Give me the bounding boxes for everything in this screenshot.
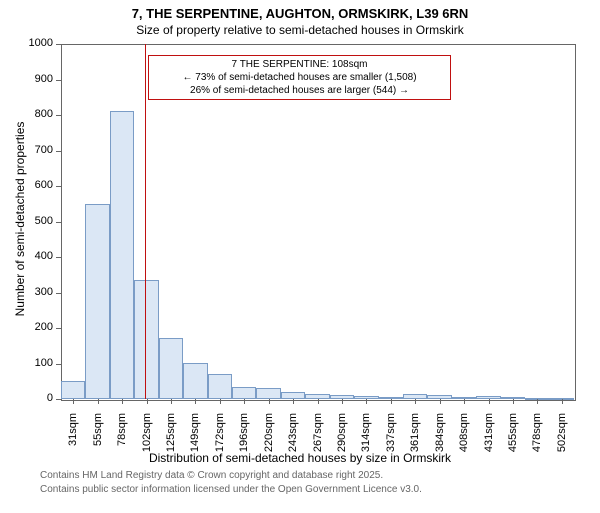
chart-subtitle: Size of property relative to semi-detach… [0, 23, 600, 37]
marker-line [145, 44, 146, 399]
x-tick [464, 399, 465, 404]
x-tick [244, 399, 245, 404]
annotation-title: 7 THE SERPENTINE: 108sqm [153, 58, 446, 71]
y-tick [56, 328, 61, 329]
x-tick [171, 399, 172, 404]
histogram-bar [232, 387, 256, 399]
annotation-box: 7 THE SERPENTINE: 108sqm← 73% of semi-de… [148, 55, 451, 100]
x-tick [147, 399, 148, 404]
histogram-bar [256, 388, 280, 399]
x-tick [391, 399, 392, 404]
y-tick [56, 80, 61, 81]
x-tick [122, 399, 123, 404]
y-tick [56, 151, 61, 152]
chart-title: 7, THE SERPENTINE, AUGHTON, ORMSKIRK, L3… [0, 6, 600, 21]
y-tick-label: 0 [0, 392, 53, 404]
y-tick [56, 257, 61, 258]
x-tick [489, 399, 490, 404]
y-tick [56, 293, 61, 294]
x-tick [73, 399, 74, 404]
y-tick [56, 44, 61, 45]
histogram-bar [85, 204, 109, 399]
y-tick [56, 222, 61, 223]
x-tick [440, 399, 441, 404]
y-tick [56, 115, 61, 116]
y-tick [56, 186, 61, 187]
y-axis-label: Number of semi-detached properties [13, 69, 27, 369]
annotation-smaller: ← 73% of semi-detached houses are smalle… [153, 71, 446, 84]
y-tick [56, 364, 61, 365]
histogram-bar [281, 392, 305, 399]
x-tick [513, 399, 514, 404]
annotation-larger: 26% of semi-detached houses are larger (… [153, 84, 446, 97]
x-axis-label: Distribution of semi-detached houses by … [0, 451, 600, 465]
x-tick [195, 399, 196, 404]
histogram-bar [159, 338, 183, 399]
histogram-bar [183, 363, 207, 399]
histogram-bar [134, 280, 158, 399]
footer-line-1: Contains HM Land Registry data © Crown c… [40, 470, 383, 481]
x-tick [220, 399, 221, 404]
histogram-bar [110, 111, 134, 399]
y-tick-label: 1000 [0, 37, 53, 49]
footer-line-2: Contains public sector information licen… [40, 484, 422, 495]
x-tick [366, 399, 367, 404]
x-tick [318, 399, 319, 404]
x-tick [269, 399, 270, 404]
histogram-bar [61, 381, 85, 399]
x-tick [342, 399, 343, 404]
x-tick [293, 399, 294, 404]
x-tick [415, 399, 416, 404]
x-tick [537, 399, 538, 404]
histogram-chart: 7, THE SERPENTINE, AUGHTON, ORMSKIRK, L3… [0, 0, 600, 500]
y-tick [56, 399, 61, 400]
x-tick [562, 399, 563, 404]
histogram-bar [208, 374, 232, 399]
x-tick [98, 399, 99, 404]
